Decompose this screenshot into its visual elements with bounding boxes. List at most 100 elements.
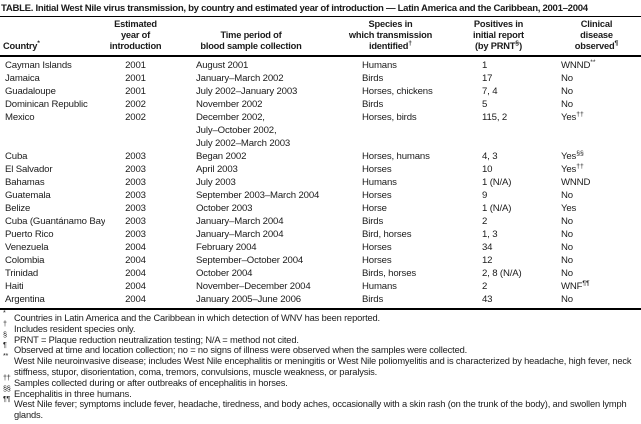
header-text: initial report bbox=[473, 30, 524, 40]
footnote-text: Includes resident species only. bbox=[14, 323, 136, 334]
country-cell: Puerto Rico bbox=[5, 229, 54, 240]
species-cell: Humans bbox=[362, 60, 397, 71]
period-cell: October 2004 bbox=[196, 268, 253, 279]
footnote-text: West Nile neuroinvasive disease; include… bbox=[14, 356, 632, 377]
species-cell: Horses, birds bbox=[362, 112, 417, 123]
period-cell: January–March 2002 bbox=[196, 73, 284, 84]
header-text: ) bbox=[519, 41, 522, 51]
period-cell: January 2005–June 2006 bbox=[196, 294, 301, 305]
positives-cell: 1 bbox=[482, 60, 488, 71]
country-cell: Trinidad bbox=[5, 268, 39, 279]
header-text: observed bbox=[574, 41, 615, 51]
footnote-marker: §§ bbox=[576, 150, 584, 157]
col-header-clinical: Clinical disease observed¶ bbox=[552, 17, 641, 57]
clinical-cell: WNND bbox=[561, 177, 591, 188]
header-text: identified bbox=[368, 41, 409, 51]
clinical-cell: No bbox=[561, 242, 573, 253]
country-cell: Haiti bbox=[5, 281, 24, 292]
table-row: Cayman Islands 2001 August 2001 Humans 1 WNND… bbox=[0, 56, 641, 72]
year-cell: 2001 bbox=[125, 86, 146, 97]
footnote: * Countries in Latin America and the Cari… bbox=[3, 308, 380, 323]
year-cell: 2003 bbox=[125, 164, 146, 175]
period-cell: February 2004 bbox=[196, 242, 257, 253]
positives-cell: 2 bbox=[482, 216, 488, 227]
period-cell: July 2002–January 2003 bbox=[196, 86, 298, 97]
clinical-cell: Yes bbox=[561, 203, 577, 214]
clinical-cell: Yes†† bbox=[561, 111, 584, 123]
year-cell: 2002 bbox=[125, 112, 146, 123]
period-cell: July 2003 bbox=[196, 177, 236, 188]
footnote-marker: * bbox=[37, 39, 40, 47]
species-cell: Horses, chickens bbox=[362, 86, 433, 97]
period-cell: Began 2002 bbox=[196, 151, 247, 162]
country-cell: Cuba bbox=[5, 151, 28, 162]
footnote-text: Samples collected during or after outbre… bbox=[14, 377, 288, 388]
country-cell: El Salvador bbox=[5, 164, 53, 175]
country-cell: Jamaica bbox=[5, 73, 40, 84]
positives-cell: 1 (N/A) bbox=[482, 177, 512, 188]
table-row: Colombia 2004 September–October 2004 Horses… bbox=[0, 254, 641, 267]
clinical-cell: WNND** bbox=[561, 58, 596, 71]
table-row: Guatemala 2003 September 2003–March 2004 Ho… bbox=[0, 189, 641, 202]
positives-cell: 34 bbox=[482, 242, 493, 253]
footnote: † Includes resident species only. bbox=[3, 318, 136, 334]
period-cell: November–December 2004 bbox=[196, 281, 311, 292]
positives-cell: 5 bbox=[482, 99, 488, 110]
clinical-cell: No bbox=[561, 190, 573, 201]
footnote-text: PRNT = Plaque reduction neutralization t… bbox=[14, 334, 299, 345]
table-body: Cayman Islands 2001 August 2001 Humans 1 WNND… bbox=[0, 56, 641, 309]
header-text: (by PRNT bbox=[475, 41, 516, 51]
positives-cell: 7, 4 bbox=[482, 86, 498, 97]
table-row: Jamaica 2001 January–March 2002 Birds 17 No bbox=[0, 72, 641, 85]
year-cell: 2003 bbox=[125, 203, 146, 214]
positives-cell: 2 bbox=[482, 281, 488, 292]
period-cell: April 2003 bbox=[196, 164, 238, 175]
period-cell: October 2003 bbox=[196, 203, 253, 214]
footnote-text: Encephalitis in three humans. bbox=[14, 388, 132, 399]
species-cell: Horse bbox=[362, 203, 387, 214]
clinical-cell: No bbox=[561, 86, 573, 97]
country-cell: Belize bbox=[5, 203, 31, 214]
table-header: Country* Estimated year of introduction … bbox=[0, 17, 641, 57]
positives-cell: 43 bbox=[482, 294, 493, 305]
header-text: Species in bbox=[368, 19, 413, 29]
header-text: Clinical bbox=[580, 19, 613, 29]
footnote: §§ Encephalitis in three humans. bbox=[3, 383, 132, 399]
period-cell: August 2001 bbox=[196, 60, 249, 71]
header-text: introduction bbox=[109, 41, 162, 51]
table-row: Trinidad 2004 October 2004 Birds, horses 2, … bbox=[0, 267, 641, 280]
country-cell: Mexico bbox=[5, 112, 35, 123]
table-row: Puerto Rico 2003 January–March 2004 Bird, h… bbox=[0, 228, 641, 241]
table-row: Cuba (Guantánamo Bay) 2003 January–March 2… bbox=[0, 215, 641, 228]
year-cell: 2002 bbox=[125, 99, 146, 110]
table-row: Cuba 2003 Began 2002 Horses, humans 4, 3 Yes§… bbox=[0, 150, 641, 163]
header-line: observed¶ bbox=[552, 40, 641, 52]
species-cell: Birds, horses bbox=[362, 268, 417, 279]
footnote: ¶ Observed at time and location collectio… bbox=[3, 340, 468, 356]
header-text: Positives in bbox=[473, 19, 524, 29]
clinical-cell: No bbox=[561, 73, 573, 84]
col-header-year: Estimated year of introduction bbox=[105, 17, 166, 57]
clinical-cell: No bbox=[561, 99, 573, 110]
header-text: Country bbox=[3, 41, 38, 51]
year-cell: 2003 bbox=[125, 151, 146, 162]
year-cell: 2004 bbox=[125, 294, 146, 305]
country-cell: Venezuela bbox=[5, 242, 49, 253]
species-cell: Horses bbox=[362, 190, 392, 201]
clinical-cell: No bbox=[561, 268, 573, 279]
positives-cell: 12 bbox=[482, 255, 493, 266]
footnote-marker: ¶¶ bbox=[582, 280, 590, 287]
table-title: TABLE. Initial West Nile virus transmiss… bbox=[0, 1, 641, 17]
table-row: El Salvador 2003 April 2003 Horses 10 Yes†† bbox=[0, 163, 641, 176]
footnote: § PRNT = Plaque reduction neutralization … bbox=[3, 329, 299, 345]
col-header-species: Species in which transmission identified… bbox=[336, 17, 445, 57]
table-row: Guadaloupe 2001 July 2002–January 2003 Hors… bbox=[0, 85, 641, 98]
species-cell: Birds bbox=[362, 99, 384, 110]
positives-cell: 1, 3 bbox=[482, 229, 498, 240]
country-cell: Argentina bbox=[5, 294, 45, 305]
species-cell: Horses bbox=[362, 255, 392, 266]
clinical-cell: Yes†† bbox=[561, 163, 584, 175]
footnote-marker: †† bbox=[576, 163, 584, 170]
table-row: Haiti 2004 November–December 2004 Humans 2 WN… bbox=[0, 280, 641, 293]
year-cell: 2004 bbox=[125, 242, 146, 253]
